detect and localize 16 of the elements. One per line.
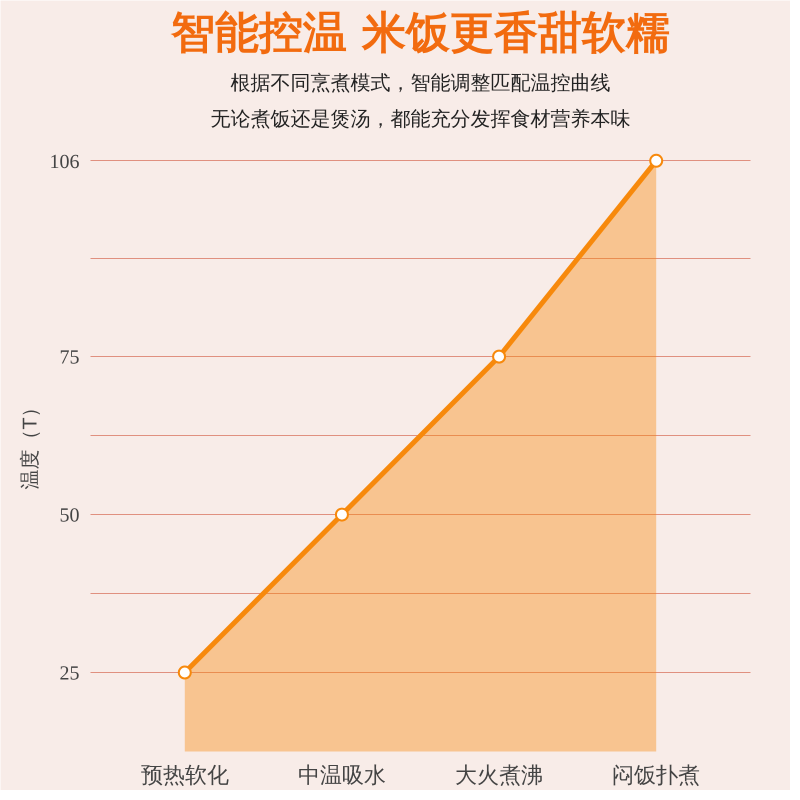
point	[649, 154, 664, 168]
chart-subtitle: 根据不同烹煮模式，智能调整匹配温控曲线	[230, 70, 610, 94]
x-tick-label: 中温吸水	[298, 762, 386, 788]
y-tick-label: 75	[60, 346, 80, 369]
y-axis-title: 温度（T）	[20, 397, 42, 490]
text: 无论煮饭还是煲汤，都能充分发挥食材营养本味	[210, 106, 630, 130]
chart-title: 智能控温 米饭更香甜软糯	[170, 8, 670, 58]
y-tick-label: 25	[60, 662, 80, 685]
y-tick-label: 50	[60, 504, 80, 527]
point	[178, 666, 192, 680]
point	[334, 508, 349, 522]
x-tick-label: 大火煮沸	[455, 762, 544, 788]
x-tick-label: 预热软化	[140, 762, 229, 788]
x-tick-label: 闷饭扑煮	[612, 762, 700, 788]
point	[492, 350, 506, 364]
y-tick-label: 106	[50, 150, 80, 173]
